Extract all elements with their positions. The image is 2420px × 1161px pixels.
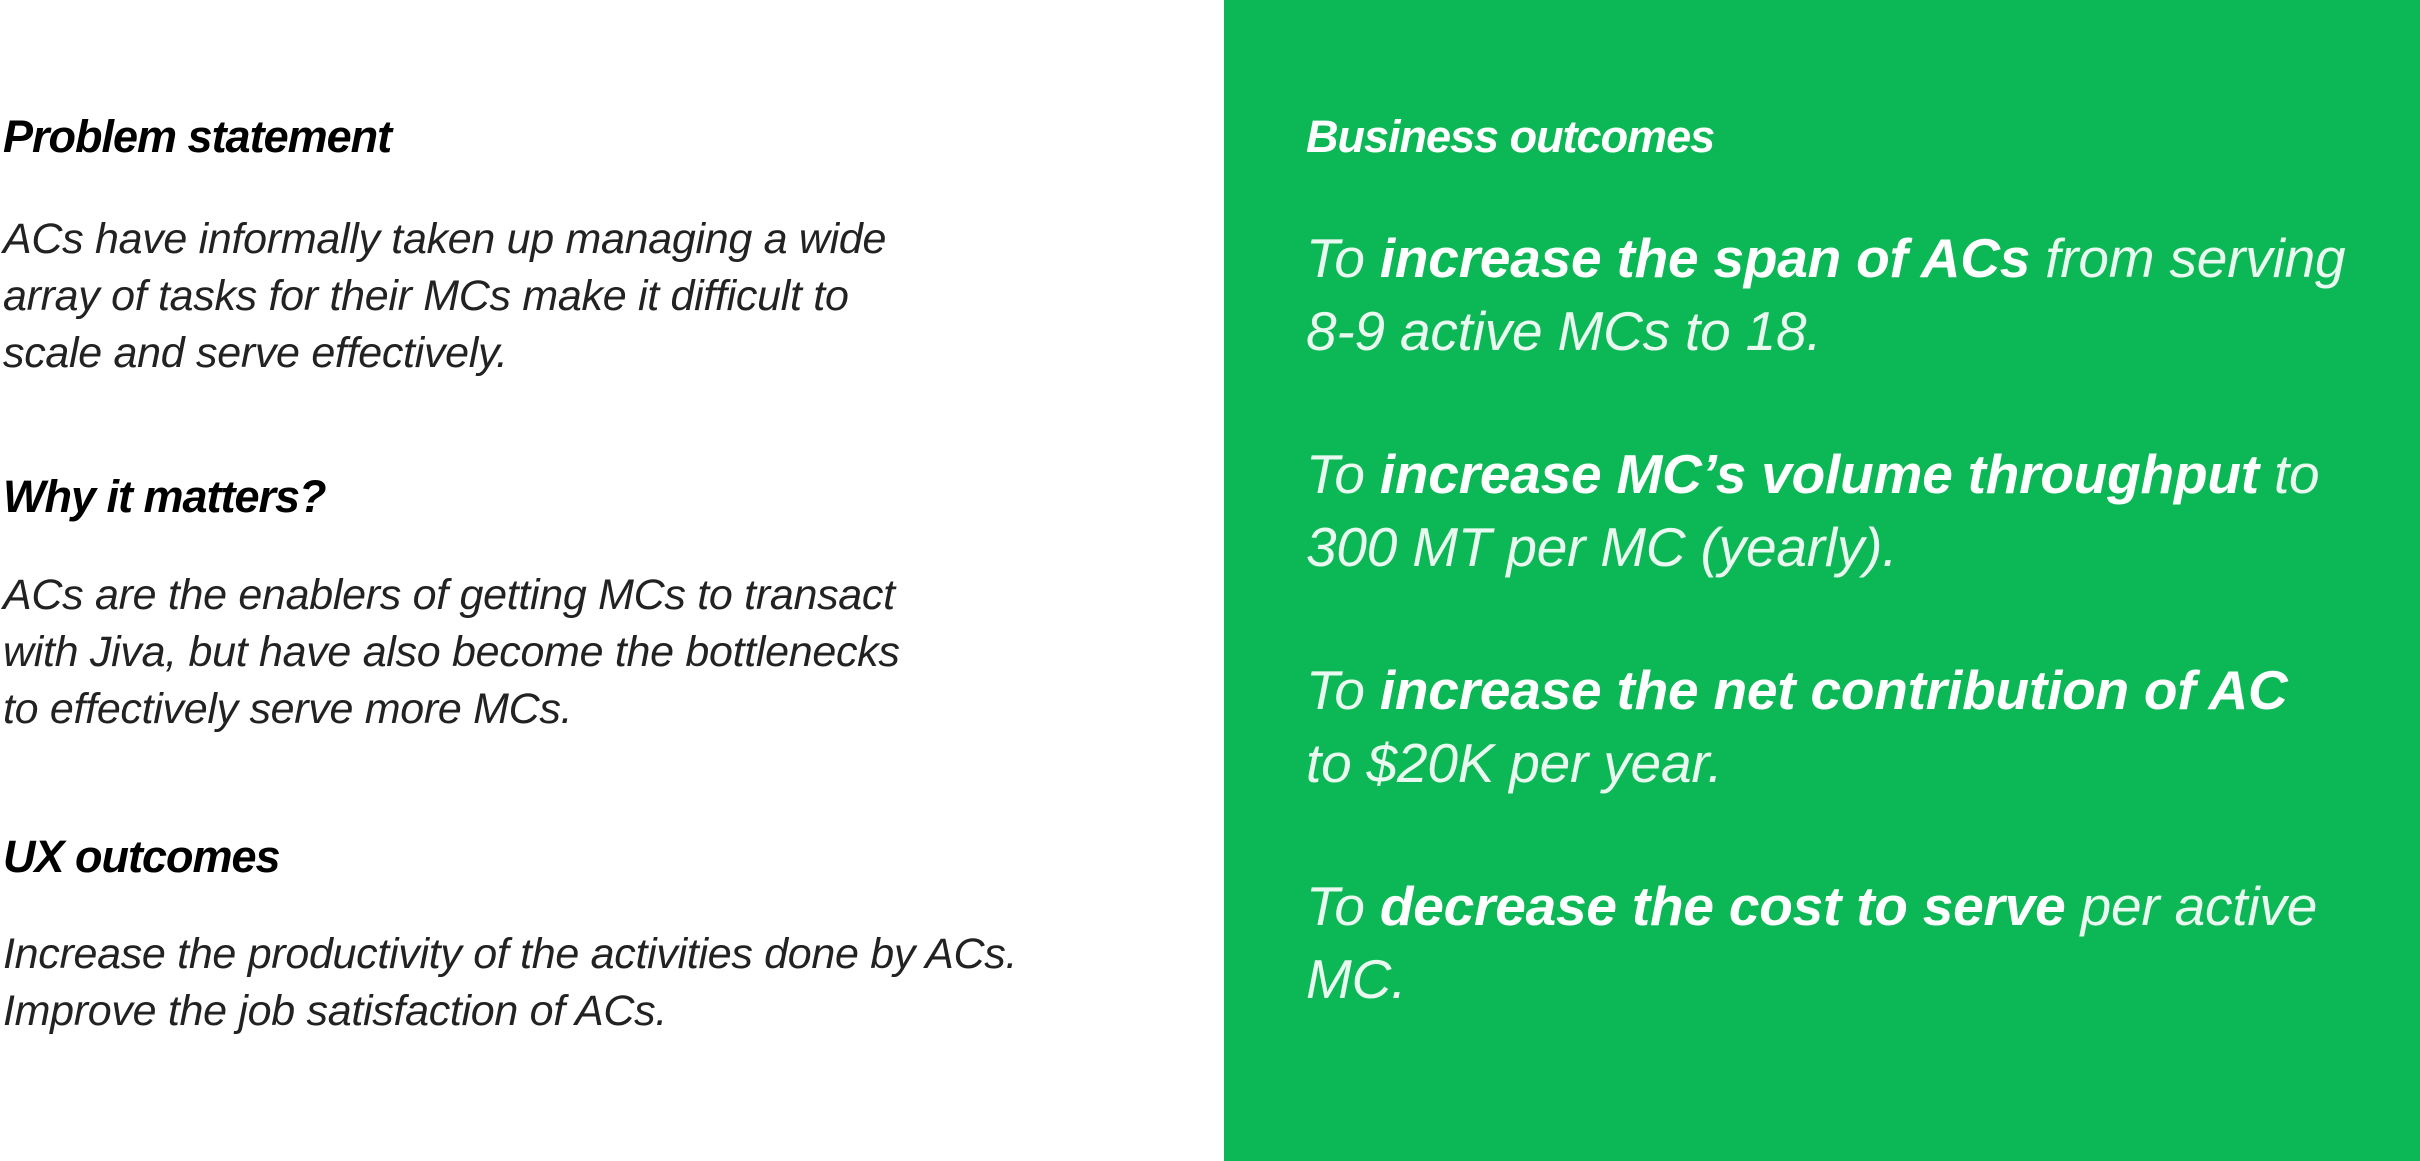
why-it-matters-text: ACs are the enablers of getting MCs to t… xyxy=(3,567,900,738)
business-outcome-line-2: 8-9 active MCs to 18. xyxy=(1306,300,1822,362)
business-outcome-item: To increase the net contribution of AC t… xyxy=(1306,654,2288,800)
business-outcome-item: To increase MC’s volume throughput to 30… xyxy=(1306,438,2320,584)
business-outcome-line-2: 300 MT per MC (yearly). xyxy=(1306,516,1898,578)
business-outcome-line-1: To increase the net contribution of AC xyxy=(1306,654,2288,727)
why-it-matters-heading: Why it matters? xyxy=(3,471,327,522)
why-it-matters-section: Why it matters? ACs are the enablers of … xyxy=(3,474,900,738)
problem-statement-line: ACs have informally taken up managing a … xyxy=(3,215,887,263)
business-outcomes-panel xyxy=(1224,0,2420,1161)
ux-outcomes-line: Increase the productivity of the activit… xyxy=(3,930,1018,978)
problem-statement-heading: Problem statement xyxy=(3,111,392,162)
outcome-suffix: to xyxy=(2258,443,2320,505)
ux-outcomes-section: UX outcomes Increase the productivity of… xyxy=(3,834,1017,1040)
business-outcome-item: To increase the span of ACs from serving… xyxy=(1306,222,2346,368)
business-outcome-line-1: To decrease the cost to serve per active xyxy=(1306,870,2317,943)
business-outcomes-heading: Business outcomes xyxy=(1306,111,1715,162)
business-outcome-line-1: To increase the span of ACs from serving xyxy=(1306,222,2346,295)
outcome-prefix: To xyxy=(1306,443,1380,505)
outcome-prefix: To xyxy=(1306,227,1380,289)
ux-outcomes-heading: UX outcomes xyxy=(3,831,281,882)
business-outcome-item: To decrease the cost to serve per active… xyxy=(1306,870,2317,1016)
left-panel: Problem statement ACs have informally ta… xyxy=(3,114,1018,1040)
problem-statement-section: Problem statement ACs have informally ta… xyxy=(3,114,886,382)
problem-statement-text: ACs have informally taken up managing a … xyxy=(3,211,886,382)
outcome-prefix: To xyxy=(1306,875,1380,937)
outcome-prefix: To xyxy=(1306,659,1380,721)
business-outcome-line-2: to $20K per year. xyxy=(1306,732,1723,794)
problem-statement-line: scale and serve effectively. xyxy=(3,329,508,377)
business-outcome-line-1: To increase MC’s volume throughput to xyxy=(1306,438,2320,511)
outcome-suffix: per active xyxy=(2065,875,2318,937)
outcome-suffix: from serving xyxy=(2030,227,2346,289)
why-it-matters-line: to effectively serve more MCs. xyxy=(3,685,573,733)
ux-outcomes-line: Improve the job satisfaction of ACs. xyxy=(3,987,667,1035)
outcome-emphasis: increase the span of ACs xyxy=(1379,227,2031,289)
why-it-matters-line: ACs are the enablers of getting MCs to t… xyxy=(3,571,895,619)
ux-outcomes-text: Increase the productivity of the activit… xyxy=(3,926,1017,1040)
problem-statement-line: array of tasks for their MCs make it dif… xyxy=(3,272,849,320)
business-outcome-line-2: MC. xyxy=(1306,948,1407,1010)
why-it-matters-line: with Jiva, but have also become the bott… xyxy=(3,628,900,676)
outcome-emphasis: decrease the cost to serve xyxy=(1379,875,2066,937)
outcome-emphasis: increase the net contribution of AC xyxy=(1379,659,2288,721)
outcome-emphasis: increase MC’s volume throughput xyxy=(1379,443,2259,505)
